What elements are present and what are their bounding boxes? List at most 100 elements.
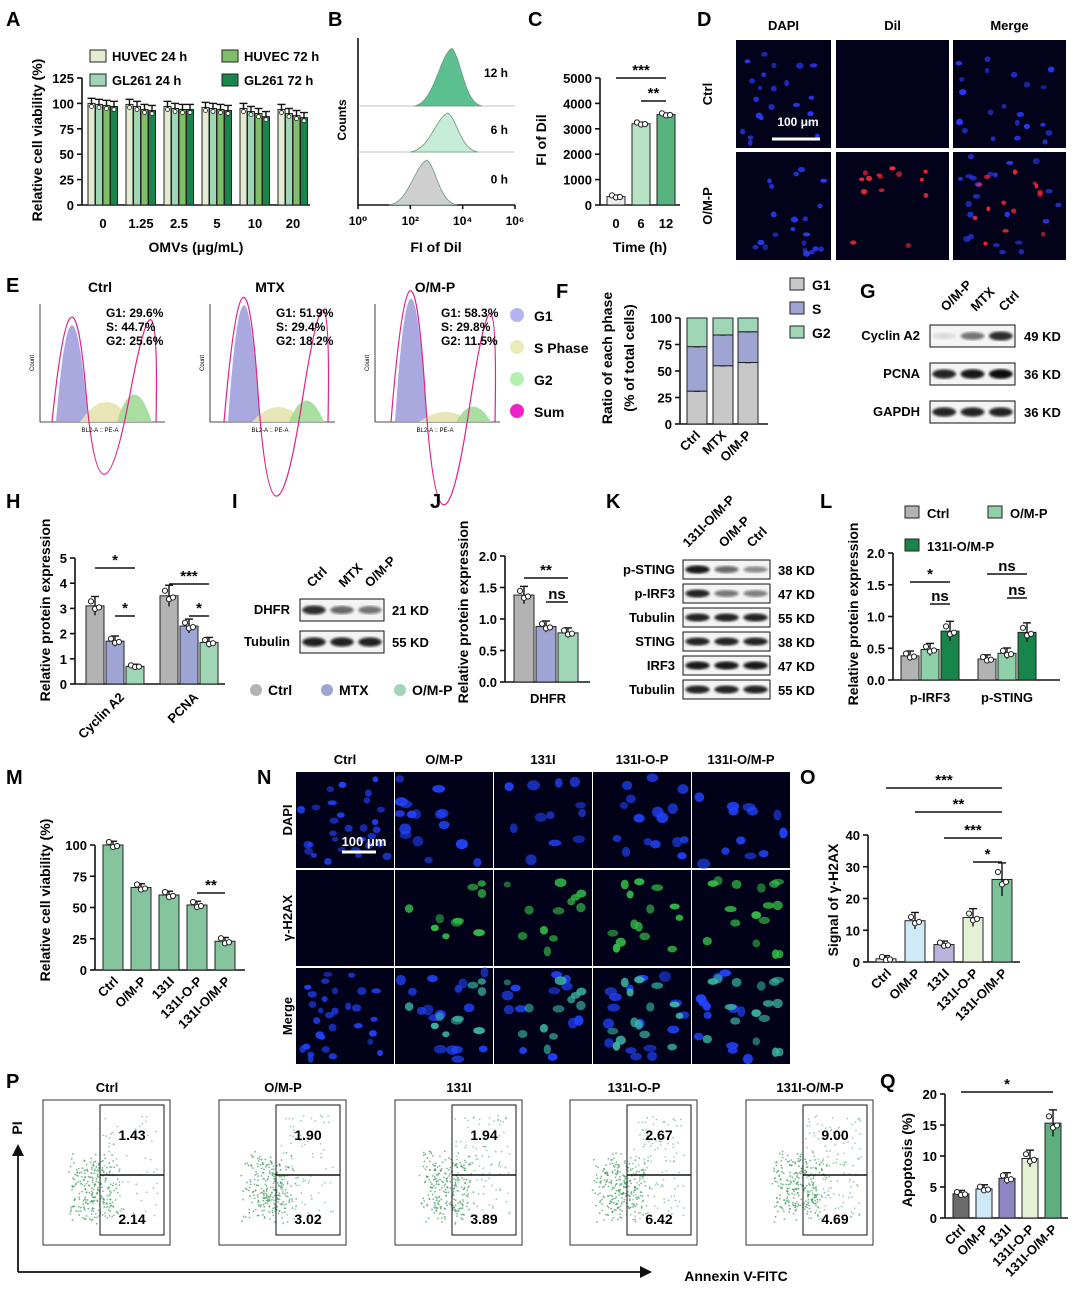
panel-p-event bbox=[631, 1202, 634, 1205]
panel-d-dil-signal bbox=[986, 206, 991, 212]
panel-p-event bbox=[100, 1196, 103, 1199]
panel-p-event bbox=[273, 1178, 276, 1181]
panel-n-h2ax-signal bbox=[651, 884, 664, 891]
panel-p-event bbox=[452, 1190, 455, 1193]
panel-p-event bbox=[108, 1171, 111, 1174]
panel-p-event bbox=[460, 1213, 463, 1216]
panel-p-event bbox=[435, 1196, 437, 1198]
panel-p-event bbox=[86, 1180, 89, 1183]
panel-p-event bbox=[774, 1215, 777, 1218]
panel-p-event bbox=[498, 1163, 501, 1166]
panel-p-event bbox=[303, 1203, 306, 1206]
panel-p-event bbox=[92, 1188, 95, 1191]
panel-d-image bbox=[953, 152, 1066, 260]
panel-p-event bbox=[112, 1214, 115, 1217]
panel-p-event bbox=[331, 1166, 334, 1169]
panel-letter-a: A bbox=[6, 9, 20, 31]
panel-p-event bbox=[680, 1124, 683, 1127]
panel-p-event bbox=[619, 1213, 621, 1216]
panel-p-event bbox=[432, 1178, 435, 1181]
panel-d-row-label: Ctrl bbox=[700, 83, 715, 105]
panel-p-event bbox=[261, 1210, 263, 1212]
panel-p-event bbox=[135, 1183, 138, 1186]
panel-d-nucleus bbox=[957, 176, 964, 181]
panel-a-y-tick-label: 75 bbox=[60, 122, 74, 137]
panel-m-bar bbox=[158, 894, 180, 971]
panel-i-lane-label: Ctrl bbox=[304, 564, 330, 590]
panel-d-nucleus bbox=[1042, 139, 1048, 145]
panel-n-h2ax-signal bbox=[576, 902, 586, 913]
panel-p-event bbox=[438, 1165, 441, 1167]
panel-p-event bbox=[281, 1211, 284, 1214]
panel-p-event bbox=[81, 1167, 84, 1170]
panel-p-event bbox=[812, 1177, 815, 1180]
panel-d-nucleus bbox=[757, 239, 765, 246]
panel-p-event bbox=[618, 1190, 620, 1193]
panel-f-bar-segment bbox=[737, 331, 759, 364]
panel-a-bar bbox=[110, 105, 118, 206]
panel-p-event bbox=[790, 1159, 793, 1162]
panel-p-event bbox=[144, 1120, 147, 1123]
panel-p-event bbox=[87, 1176, 90, 1178]
panel-p-event bbox=[657, 1147, 659, 1150]
panel-m-point bbox=[197, 902, 205, 910]
panel-letter-q: Q bbox=[880, 1071, 896, 1093]
panel-p-event bbox=[78, 1172, 81, 1174]
panel-d-nucleus bbox=[993, 172, 998, 178]
panel-p-event bbox=[464, 1161, 467, 1164]
panel-p-event bbox=[242, 1198, 244, 1201]
panel-p-event bbox=[438, 1199, 441, 1202]
panel-letter-g: G bbox=[860, 281, 876, 303]
panel-p-event bbox=[93, 1172, 96, 1175]
panel-d-nucleus bbox=[761, 72, 767, 78]
panel-d-dil-signal bbox=[972, 215, 978, 221]
panel-a-x-tick-label: 2.5 bbox=[170, 216, 188, 231]
panel-n-h2ax-signal bbox=[450, 918, 463, 927]
panel-p-event bbox=[297, 1214, 300, 1217]
panel-letter-l: L bbox=[820, 491, 832, 513]
panel-p-event bbox=[624, 1186, 627, 1189]
panel-d-nucleus bbox=[812, 246, 819, 252]
panel-p-event bbox=[783, 1218, 786, 1221]
panel-d-row-label: O/M-P bbox=[700, 187, 715, 225]
panel-a-bar bbox=[277, 108, 286, 206]
panel-p-event bbox=[446, 1177, 449, 1180]
panel-p-event bbox=[84, 1196, 87, 1199]
panel-b-tick-label: 10⁰ bbox=[349, 214, 368, 228]
panel-a-point bbox=[96, 105, 102, 110]
panel-p-plot-frame bbox=[218, 1099, 347, 1246]
panel-p-event bbox=[809, 1184, 811, 1186]
panel-p-event bbox=[271, 1171, 274, 1174]
panel-p-event bbox=[859, 1119, 862, 1122]
panel-p-event bbox=[443, 1215, 446, 1218]
panel-d-nucleus bbox=[807, 111, 814, 117]
panel-e-legend-label: G2 bbox=[534, 372, 553, 388]
panel-p-event bbox=[651, 1188, 653, 1190]
panel-p-event bbox=[789, 1175, 791, 1177]
panel-p-event bbox=[795, 1218, 798, 1221]
panel-p-plot-frame bbox=[42, 1099, 171, 1246]
panel-c-sig-label: *** bbox=[632, 62, 650, 79]
panel-p-event bbox=[815, 1196, 818, 1198]
panel-p-event bbox=[449, 1201, 452, 1204]
panel-p-event bbox=[660, 1185, 663, 1188]
panel-p-event bbox=[854, 1142, 856, 1144]
panel-p-event bbox=[807, 1217, 810, 1219]
panel-p-event bbox=[779, 1178, 782, 1181]
panel-p-event bbox=[794, 1161, 797, 1164]
panel-n-nucleus bbox=[327, 800, 338, 806]
panel-p-event bbox=[256, 1157, 259, 1160]
panel-g-band bbox=[988, 331, 1013, 341]
panel-p-event bbox=[853, 1207, 856, 1210]
panel-p-event bbox=[463, 1164, 465, 1167]
panel-p-event bbox=[112, 1205, 115, 1208]
panel-p-event bbox=[71, 1188, 73, 1191]
panel-d-nucleus bbox=[801, 240, 807, 246]
panel-n-nucleus bbox=[345, 1002, 352, 1011]
panel-p-event bbox=[255, 1170, 257, 1173]
panel-n-h2ax-signal bbox=[620, 879, 629, 890]
panel-p-event bbox=[812, 1183, 814, 1186]
panel-p-event bbox=[266, 1164, 268, 1167]
panel-d-nucleus bbox=[818, 246, 825, 252]
panel-f-bar-segment bbox=[712, 317, 734, 336]
